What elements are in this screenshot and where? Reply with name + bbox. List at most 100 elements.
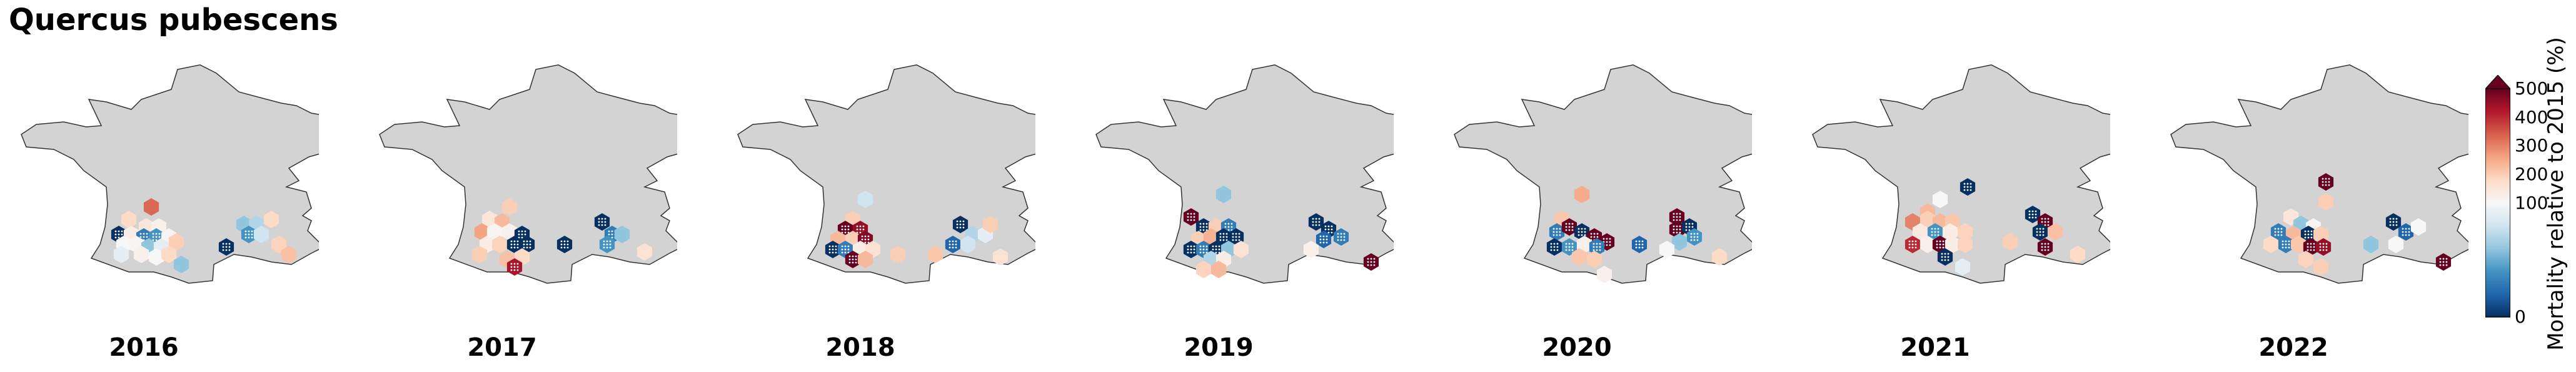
hex-cell	[1919, 211, 1936, 228]
significance-dot	[2307, 246, 2309, 248]
significance-dot	[2389, 224, 2392, 226]
significance-dot	[1676, 213, 1678, 215]
significance-dot	[832, 245, 834, 248]
hex-cell	[1932, 191, 1948, 208]
significance-dot	[1606, 241, 1608, 243]
significance-dot	[1641, 246, 1644, 249]
significance-dot	[2319, 249, 2322, 251]
hex-cell	[263, 211, 279, 228]
significance-dot	[2282, 240, 2284, 243]
significance-dot	[248, 230, 250, 233]
significance-dot	[841, 245, 843, 248]
hex-cell	[113, 246, 129, 263]
significance-dot	[121, 230, 123, 233]
significance-dot	[609, 246, 611, 249]
significance-dot	[1941, 259, 1943, 261]
significance-dot	[1581, 228, 1583, 230]
significance-dot	[1343, 236, 1346, 238]
hex-cell	[1919, 236, 1936, 253]
hex-cell	[890, 246, 906, 263]
significance-dot	[861, 235, 863, 238]
significance-dot	[606, 240, 608, 243]
significance-dot	[1676, 225, 1678, 228]
significance-dot	[1914, 240, 1917, 243]
significance-dot	[516, 266, 519, 268]
significance-dot	[1908, 243, 1911, 246]
significance-dot	[1337, 239, 1339, 241]
significance-dot	[856, 225, 858, 228]
significance-dot	[1225, 239, 1228, 241]
significance-dot	[2047, 224, 2050, 226]
significance-dot	[2313, 243, 2315, 245]
significance-dot	[1193, 219, 1195, 221]
hex-cell	[2388, 236, 2404, 253]
france-map	[21, 64, 319, 284]
hex-cell	[1233, 241, 1249, 258]
significance-dot	[2313, 246, 2315, 248]
hex-cell	[471, 246, 488, 263]
significance-dot	[1190, 219, 1192, 221]
significance-dot	[2389, 221, 2392, 223]
significance-dot	[2408, 228, 2410, 230]
significance-dot	[1673, 225, 1675, 228]
significance-dot	[2445, 261, 2448, 263]
significance-dot	[598, 218, 600, 220]
significance-dot	[2405, 234, 2407, 236]
significance-dot	[523, 240, 525, 243]
significance-dot	[867, 235, 870, 238]
significance-dot	[2445, 258, 2448, 260]
significance-dot	[1673, 216, 1675, 218]
significance-dot	[1331, 228, 1333, 231]
significance-dot	[2041, 246, 2043, 248]
significance-dot	[2439, 258, 2442, 260]
significance-dot	[1218, 245, 1220, 248]
hex-cell	[992, 248, 1009, 266]
significance-dot	[244, 230, 247, 233]
colorbar-tick-400: 400	[2515, 106, 2548, 128]
significance-dot	[1219, 236, 1222, 238]
significance-dot	[1944, 253, 1946, 255]
significance-dot	[1337, 236, 1339, 238]
significance-dot	[1934, 231, 1936, 233]
significance-dot	[598, 224, 600, 226]
significance-dot	[2322, 184, 2324, 186]
significance-dot	[609, 243, 611, 246]
hex-cell	[1210, 261, 1227, 278]
significance-dot	[604, 224, 606, 226]
significance-dot	[1609, 238, 1611, 240]
significance-dot	[2035, 213, 2037, 216]
significance-dot	[1937, 234, 1940, 236]
significance-dot	[152, 233, 154, 235]
significance-dot	[1550, 243, 1552, 245]
significance-dot	[1222, 233, 1225, 235]
significance-dot	[1202, 245, 1205, 248]
significance-dot	[2035, 210, 2037, 213]
significance-dot	[844, 225, 847, 228]
significance-dot	[1676, 228, 1678, 231]
significance-dot	[2277, 228, 2280, 230]
significance-dot	[1937, 228, 1940, 230]
significance-dot	[529, 243, 531, 246]
significance-dot	[1696, 239, 1699, 241]
significance-dot	[1947, 259, 1950, 261]
significance-dot	[1319, 238, 1322, 241]
significance-dot	[2047, 221, 2050, 223]
significance-dot	[1606, 244, 1608, 246]
significance-dot	[244, 233, 247, 236]
significance-dot	[510, 266, 513, 268]
significance-dot	[1571, 249, 1574, 251]
significance-dot	[1914, 246, 1917, 249]
significance-dot	[859, 225, 862, 228]
significance-dot	[1599, 246, 1601, 248]
significance-dot	[2439, 264, 2442, 266]
significance-dot	[1609, 241, 1611, 243]
significance-dot	[560, 240, 563, 243]
significance-dot	[603, 240, 605, 243]
significance-dot	[603, 246, 605, 249]
significance-dot	[524, 230, 526, 233]
significance-dot	[521, 233, 523, 236]
significance-dot	[1676, 216, 1678, 218]
significance-dot	[1693, 233, 1696, 235]
significance-dot	[1937, 231, 1940, 233]
significance-dot	[1373, 258, 1376, 260]
